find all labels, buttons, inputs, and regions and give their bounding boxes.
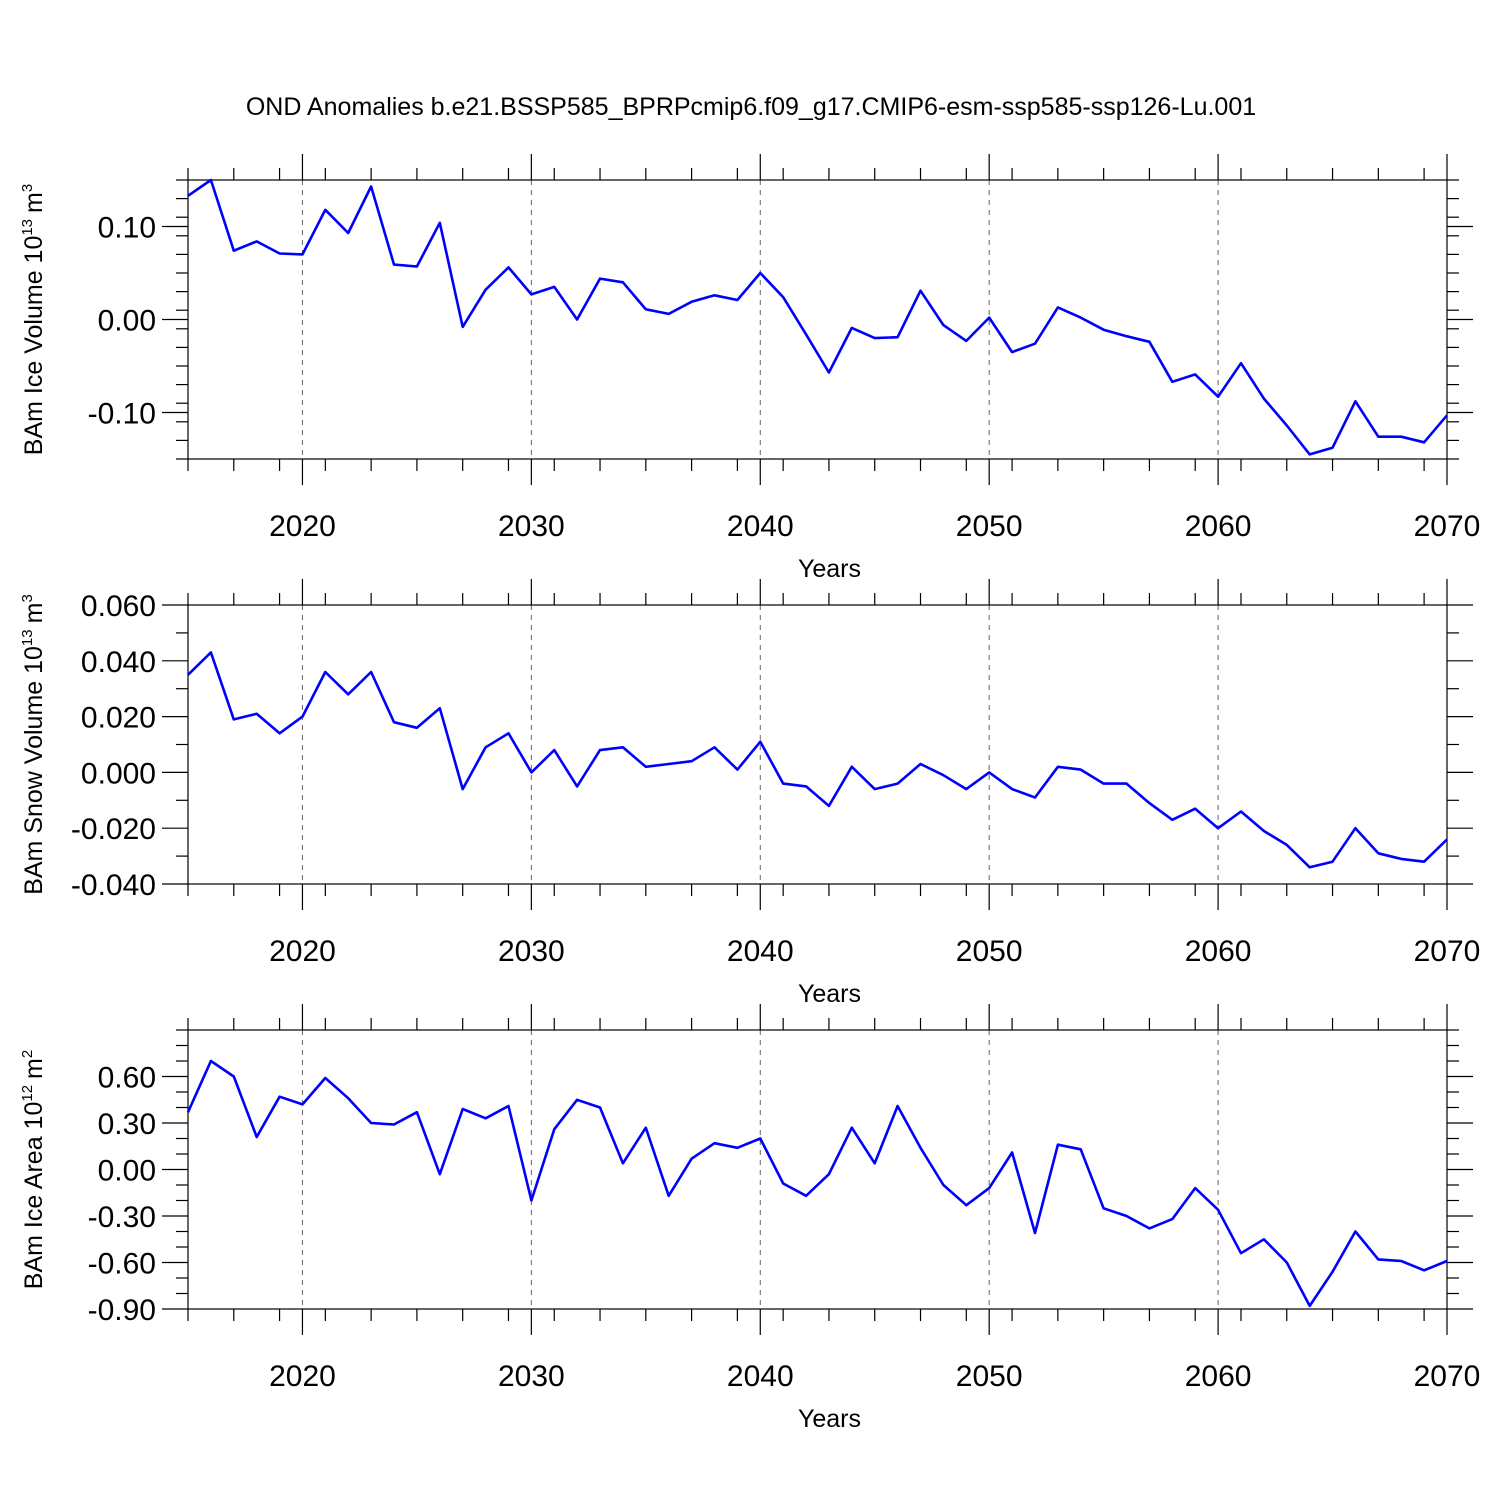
x-tick-label-2020: 2020 xyxy=(269,935,336,968)
y-axis-title-unit: m xyxy=(20,1058,48,1079)
plot-frame xyxy=(187,179,1448,460)
y-tick-label: -0.60 xyxy=(88,1248,156,1281)
y-tick-label: 0.00 xyxy=(98,1155,156,1188)
x-tick-label-2070: 2070 xyxy=(1414,1360,1481,1393)
y-axis-title-unit: m xyxy=(20,603,48,624)
series-line xyxy=(187,651,1448,869)
x-tick-label-2050: 2050 xyxy=(956,935,1023,968)
y-tick-label: -0.10 xyxy=(88,398,156,431)
x-axis-title: Years xyxy=(798,1405,861,1433)
plot-frame xyxy=(187,604,1448,885)
y-tick-label: 0.040 xyxy=(81,646,156,679)
y-axis-title-exponent: 12 xyxy=(19,1085,36,1102)
x-tick-label-2020: 2020 xyxy=(269,1360,336,1393)
plot-frame xyxy=(187,1029,1448,1310)
y-tick-label: 0.30 xyxy=(98,1108,156,1141)
y-tick-label: -0.30 xyxy=(88,1201,156,1234)
y-tick-label: -0.020 xyxy=(71,813,156,846)
y-tick-label: 0.00 xyxy=(98,305,156,338)
y-axis-title-unit-exponent: 2 xyxy=(19,1050,36,1058)
x-tick-label-2060: 2060 xyxy=(1185,510,1252,543)
y-axis-title-text: BAm Snow Volume 10 xyxy=(20,646,48,895)
y-axis-title-unit-exponent: 3 xyxy=(19,184,36,192)
x-tick-label-2060: 2060 xyxy=(1185,935,1252,968)
y-tick-label: 0.000 xyxy=(81,757,156,790)
panel-3: 2020 2030 2040 2050 2060 2070 -0.90 -0.60 -0.30 0… xyxy=(19,1004,1480,1433)
x-tick-label-2050: 2050 xyxy=(956,510,1023,543)
x-tick-label-2070: 2070 xyxy=(1414,935,1481,968)
y-tick-label: 0.60 xyxy=(98,1062,156,1095)
panel-2: 2020 2030 2040 2050 2060 2070 -0.040 -0.020 0.00… xyxy=(19,579,1480,1008)
y-axis-title: BAm Ice Area 1012 m2 xyxy=(19,1050,48,1289)
x-tick-label-2060: 2060 xyxy=(1185,1360,1252,1393)
x-tick-label-2040: 2040 xyxy=(727,510,794,543)
y-axis-title-text: BAm Ice Area 10 xyxy=(20,1102,48,1290)
x-tick-label-2070: 2070 xyxy=(1414,510,1481,543)
y-axis-title: BAm Ice Volume 1013 m3 xyxy=(19,184,48,455)
series-line xyxy=(186,1059,1448,1308)
x-tick-label-2030: 2030 xyxy=(498,1360,565,1393)
y-axis-title-text: BAm Ice Volume 10 xyxy=(20,236,48,456)
figure-title: OND Anomalies b.e21.BSSP585_BPRPcmip6.f0… xyxy=(246,93,1256,121)
y-tick-label: 0.060 xyxy=(81,590,156,623)
y-tick-label: -0.040 xyxy=(71,869,156,902)
panel-1: 2020 2030 2040 2050 2060 2070 -0.10 0.00 0.10 Yea… xyxy=(19,154,1480,583)
x-axis-title: Years xyxy=(798,555,861,583)
y-axis-title-exponent: 13 xyxy=(19,629,36,646)
x-tick-label-2020: 2020 xyxy=(269,510,336,543)
x-tick-label-2030: 2030 xyxy=(498,510,565,543)
x-tick-label-2040: 2040 xyxy=(727,935,794,968)
x-axis-title: Years xyxy=(798,980,861,1008)
y-tick-label: 0.020 xyxy=(81,702,156,735)
y-tick-label: 0.10 xyxy=(98,212,156,245)
y-axis-title-unit-exponent: 3 xyxy=(19,594,36,602)
x-tick-label-2050: 2050 xyxy=(956,1360,1023,1393)
y-axis-title: BAm Snow Volume 1013 m3 xyxy=(19,594,48,895)
x-tick-label-2030: 2030 xyxy=(498,935,565,968)
series-line xyxy=(187,178,1448,456)
y-axis-title-unit: m xyxy=(20,192,48,213)
y-axis-title-exponent: 13 xyxy=(19,219,36,236)
y-tick-label: -0.90 xyxy=(88,1294,156,1327)
x-tick-label-2040: 2040 xyxy=(727,1360,794,1393)
